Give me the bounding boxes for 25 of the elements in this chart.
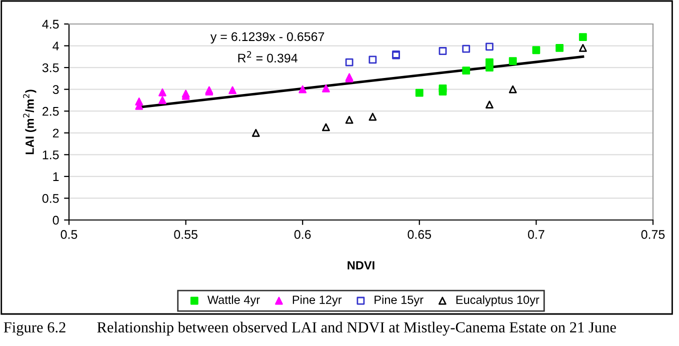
y-tick-label: 2 [52,128,59,138]
x-tick-label: 0.75 [641,230,665,239]
x-tick-label: 0.7 [528,230,544,239]
y-tick-label: 0 [52,216,59,225]
annotation: R$^{2}$ = 0.394 [238,51,298,63]
y-tick-label: 4.5 [42,20,59,29]
legend-label: Pine 12yr [292,295,342,306]
y-tick-label: 3 [52,85,59,94]
x-tick-label: 0.6 [294,230,311,239]
x-tick-label: 0.5 [60,230,78,239]
x-tick-label: 0.55 [174,230,198,239]
y-tick-label: 2.5 [42,106,59,116]
caption: Figure 6.2 Relationship between observed LAI and NDVI at Mistley-Canema Estate on 21 June [4,322,616,336]
legend-label: Eucalyptus 10yr [456,295,540,306]
x-tick-label: 0.65 [408,230,432,239]
x-axis-title: NDVI [348,261,374,270]
annotation: y = 6.1239x - 0.6567 [210,32,324,44]
legend-label: Wattle 4yr [207,295,260,306]
y-tick-label: 1.5 [42,150,59,160]
y-tick-label: 3.5 [42,63,59,72]
y-tick-label: 0.5 [42,194,59,203]
y-tick-label: 4 [52,42,59,50]
y-axis-title: LAI (m$^{2}$/m$^{2}$) [23,90,36,154]
legend-label: Pine 15yr [374,295,424,306]
y-tick-label: 1 [53,172,59,181]
